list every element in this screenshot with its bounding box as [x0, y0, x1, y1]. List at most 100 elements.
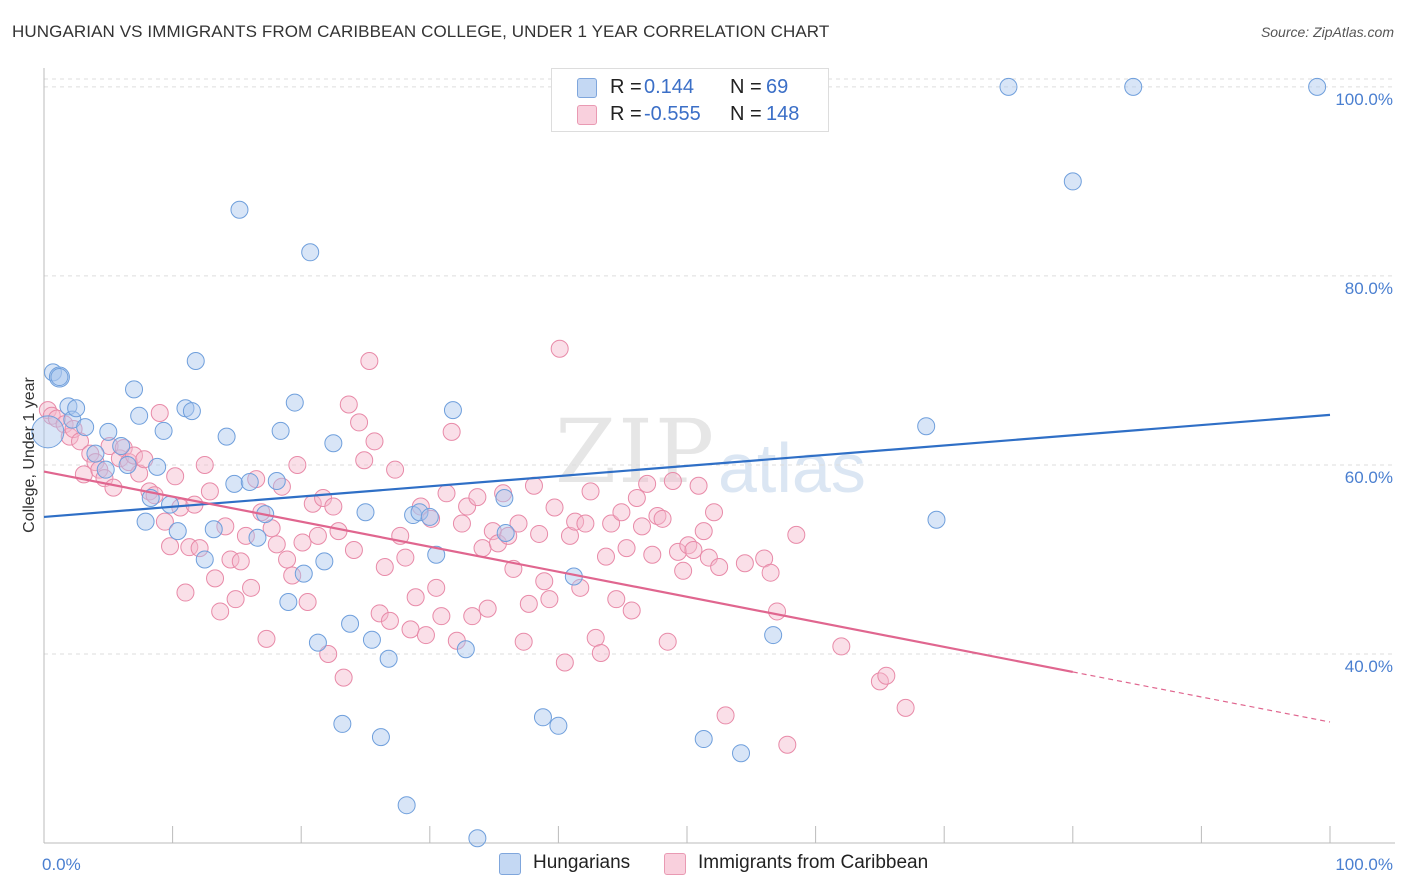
- point-hungarians: [148, 457, 167, 476]
- point-caribbean: [581, 482, 600, 501]
- point-caribbean: [278, 550, 297, 569]
- point-caribbean: [339, 395, 358, 414]
- point-hungarians: [549, 716, 568, 735]
- point-caribbean: [293, 533, 312, 552]
- point-hungarians: [271, 421, 290, 440]
- point-hungarians: [96, 460, 115, 479]
- point-caribbean: [638, 474, 657, 493]
- point-caribbean: [236, 526, 255, 545]
- point-caribbean: [180, 538, 199, 557]
- point-caribbean: [386, 460, 405, 479]
- point-caribbean: [334, 668, 353, 687]
- point-hungarians: [427, 545, 446, 564]
- point-hungarians: [130, 406, 149, 425]
- point-hungarians: [443, 401, 462, 420]
- point-caribbean: [617, 539, 636, 558]
- y-tick-label: 80.0%: [1345, 279, 1393, 298]
- y-axis-label: College, Under 1 year: [21, 377, 38, 533]
- point-hungarians: [99, 422, 118, 441]
- point-hungarians: [301, 243, 320, 262]
- point-caribbean: [468, 488, 487, 507]
- point-hungarians: [86, 444, 105, 463]
- point-caribbean: [668, 542, 687, 561]
- point-hungarians: [168, 522, 187, 541]
- point-hungarians: [496, 524, 515, 542]
- trend-line-caribbean: [43, 470, 1074, 674]
- legend-r-label: R =: [610, 76, 642, 98]
- point-hungarians: [217, 427, 236, 446]
- point-hungarians: [230, 200, 249, 219]
- point-caribbean: [360, 351, 379, 370]
- point-caribbean: [308, 526, 327, 545]
- point-caribbean: [416, 626, 435, 645]
- point-caribbean: [545, 498, 564, 517]
- point-caribbean: [442, 422, 461, 441]
- y-tick-label: 40.0%: [1345, 657, 1393, 676]
- point-hungarians: [154, 421, 173, 440]
- point-caribbean: [658, 632, 677, 651]
- legend-n-value: 148: [766, 103, 800, 125]
- point-caribbean: [161, 537, 180, 556]
- point-caribbean: [375, 558, 394, 577]
- point-caribbean: [648, 506, 667, 525]
- point-caribbean: [190, 539, 209, 558]
- point-caribbean: [206, 569, 225, 588]
- point-hungarians: [267, 472, 286, 491]
- legend-n-label: N =: [730, 103, 762, 125]
- legend-row-hungarians: R = 0.144 N = 69: [552, 74, 828, 102]
- point-caribbean: [689, 476, 708, 495]
- point-hungarians: [333, 714, 352, 733]
- point-caribbean: [125, 446, 144, 465]
- point-hungarians: [764, 626, 783, 645]
- point-caribbean: [319, 644, 338, 663]
- point-hungarians: [240, 472, 259, 491]
- point-hungarians: [136, 512, 155, 531]
- point-caribbean: [463, 607, 482, 626]
- point-hungarians: [186, 351, 205, 370]
- point-hungarians: [315, 552, 334, 571]
- point-caribbean: [401, 620, 420, 639]
- point-hungarians: [533, 708, 552, 727]
- legend-r-value: 0.144: [644, 76, 695, 98]
- point-caribbean: [643, 545, 662, 564]
- point-caribbean: [591, 644, 610, 663]
- point-caribbean: [632, 517, 651, 536]
- point-caribbean: [380, 611, 399, 630]
- point-hungarians: [279, 592, 298, 611]
- point-hungarians: [248, 528, 267, 547]
- x-tick-label: 100.0%: [1335, 855, 1393, 874]
- point-caribbean: [473, 539, 492, 558]
- point-caribbean: [735, 554, 754, 573]
- legend-n-label: N =: [730, 76, 762, 98]
- point-caribbean: [81, 444, 100, 463]
- source-label: Source: ZipAtlas.com: [1260, 24, 1394, 40]
- point-hungarians: [204, 520, 223, 539]
- point-hungarians: [694, 730, 713, 749]
- legend-label: Immigrants from Caribbean: [698, 852, 929, 873]
- point-caribbean: [612, 503, 631, 522]
- point-caribbean: [195, 455, 214, 474]
- point-caribbean: [530, 524, 549, 543]
- point-caribbean: [607, 590, 626, 609]
- point-caribbean: [344, 541, 363, 560]
- point-caribbean: [653, 509, 672, 528]
- point-hungarians: [362, 630, 381, 649]
- point-caribbean: [602, 514, 621, 533]
- point-hungarians: [125, 380, 144, 399]
- axes: [43, 68, 1395, 844]
- point-caribbean: [679, 536, 698, 555]
- point-caribbean: [877, 666, 896, 685]
- trend-line-caribbean-extension: [1072, 671, 1331, 723]
- correlation-legend: R = 0.144 N = 69 R = -0.555 N = 148: [551, 68, 829, 132]
- point-hungarians: [48, 366, 70, 388]
- point-hungarians: [324, 434, 343, 453]
- point-caribbean: [699, 548, 718, 567]
- legend-row-caribbean: R = -0.555 N = 148: [552, 101, 828, 129]
- legend-r-label: R =: [610, 103, 642, 125]
- point-caribbean: [166, 467, 185, 486]
- point-hungarians: [341, 614, 360, 633]
- point-hungarians: [410, 503, 429, 522]
- point-caribbean: [211, 602, 230, 621]
- point-hungarians: [50, 368, 69, 387]
